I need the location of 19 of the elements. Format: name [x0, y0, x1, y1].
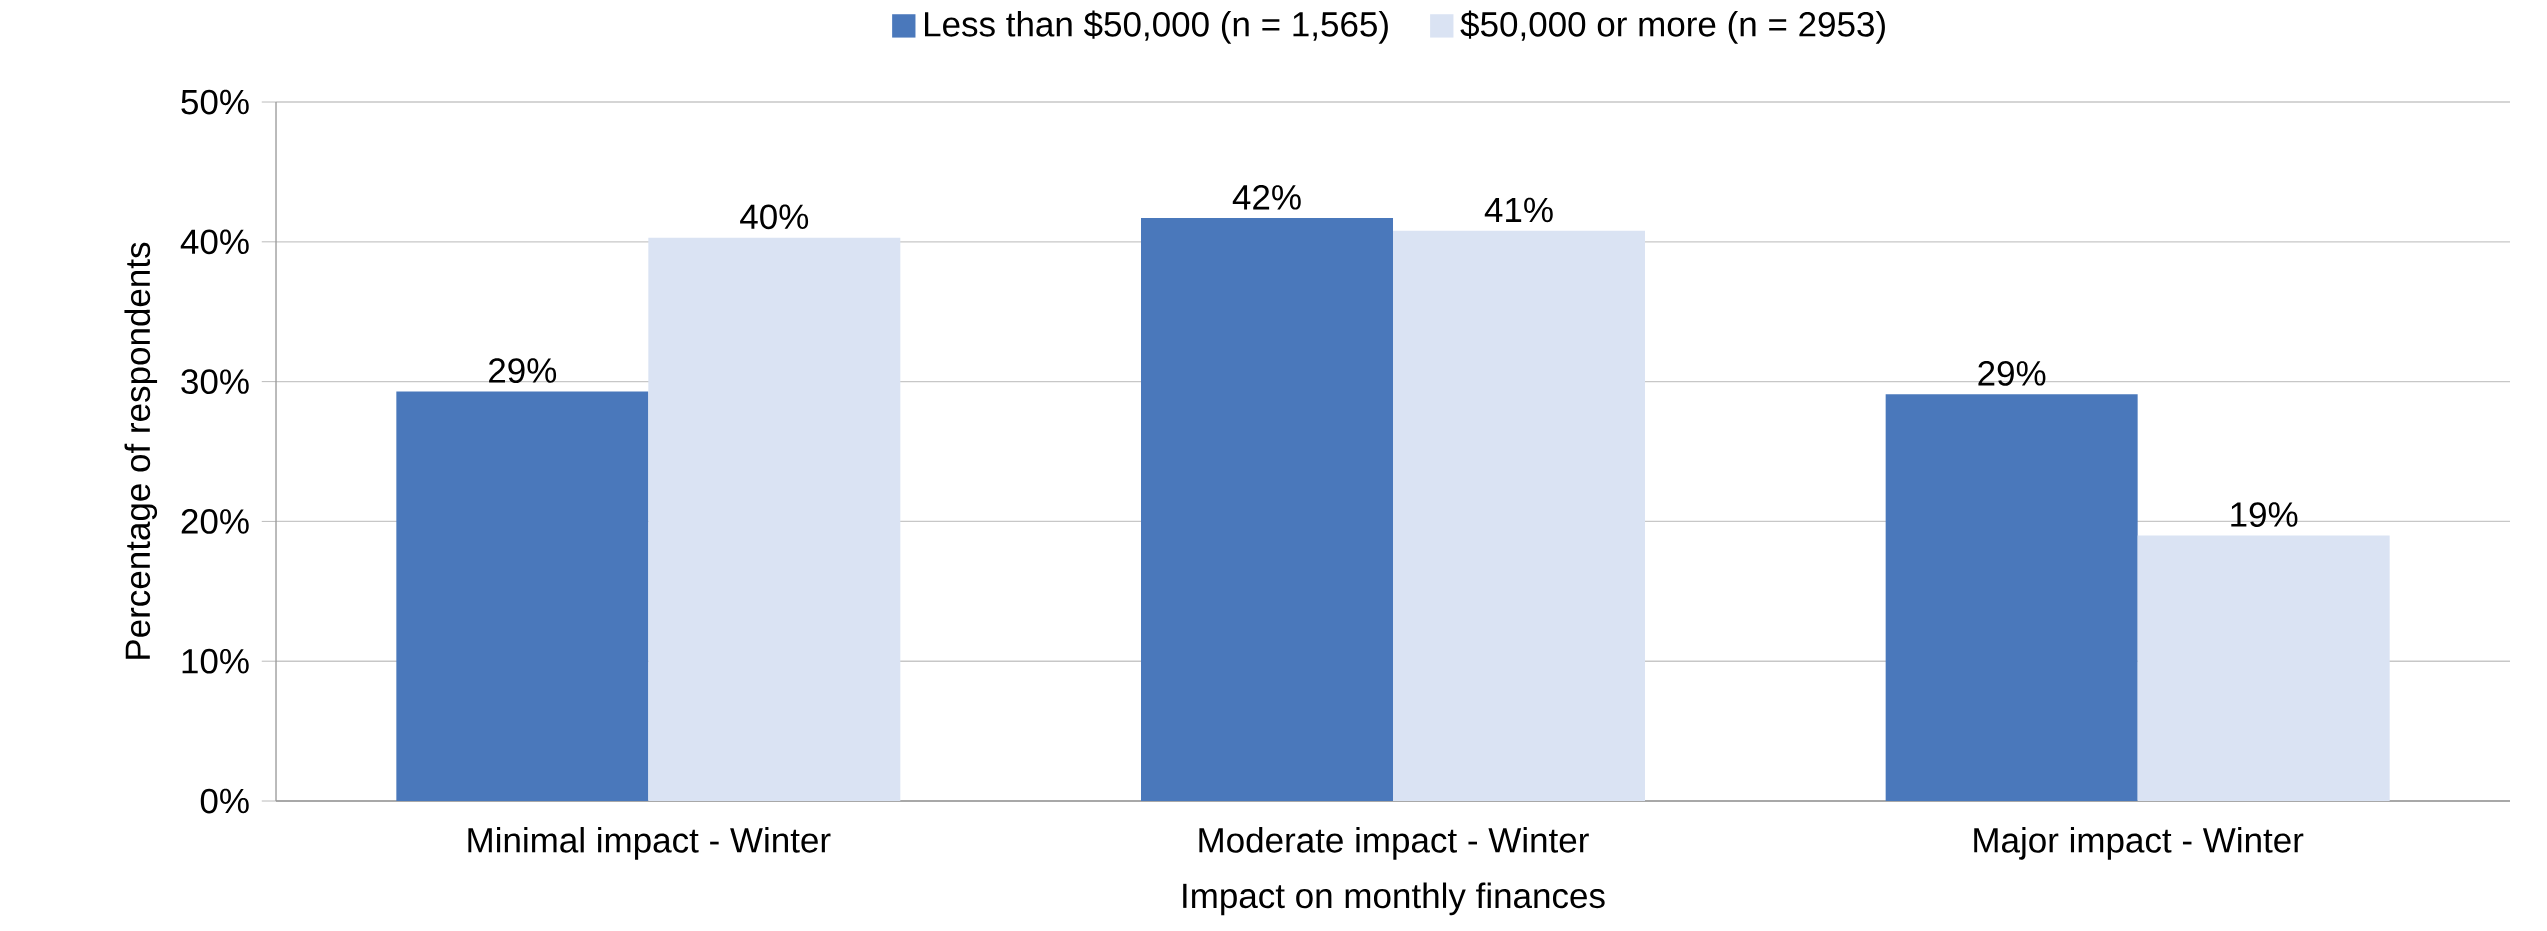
- x-axis-title: Impact on monthly finances: [1183, 882, 1605, 916]
- y-axis-title: Percentage of respondents: [124, 242, 158, 659]
- y-tick-label: 20%: [181, 509, 249, 534]
- x-tick-label: Moderate impact - Winter: [1199, 827, 1589, 860]
- y-tick-label: 10%: [182, 648, 249, 674]
- y-tick-label: 50%: [181, 89, 249, 115]
- legend-label: $50,000 or more (n = 2953): [1460, 10, 1885, 44]
- data-label: 19%: [2231, 502, 2298, 527]
- data-label: 29%: [1978, 361, 2046, 386]
- legend-label: Less than $50,000 (n = 1,565): [925, 10, 1388, 44]
- data-label: 41%: [1484, 197, 1553, 223]
- x-tick-label: Major impact - Winter: [1974, 827, 2304, 860]
- y-tick-label: 0%: [200, 788, 249, 814]
- data-label: 42%: [1232, 184, 1301, 210]
- data-label: 40%: [740, 204, 809, 230]
- y-tick-label: 40%: [180, 229, 249, 255]
- x-tick-label: Minimal impact - Winter: [468, 827, 831, 860]
- y-tick-label: 30%: [181, 369, 249, 395]
- data-label: 29%: [489, 358, 557, 383]
